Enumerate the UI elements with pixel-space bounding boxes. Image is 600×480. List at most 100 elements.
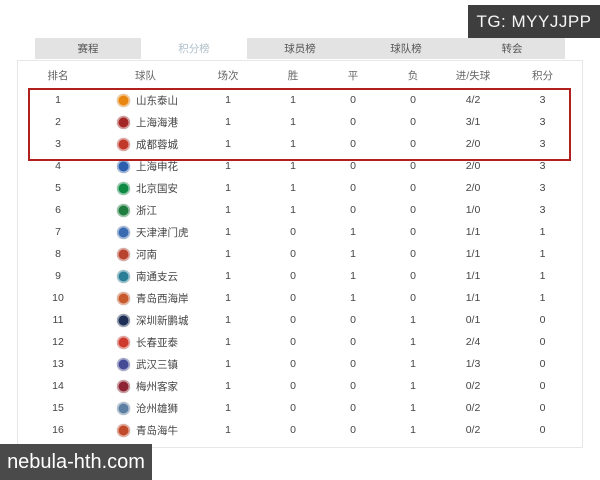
tab-standings[interactable]: 积分榜 bbox=[141, 38, 247, 59]
team-wrap: 青岛西海岸 bbox=[98, 291, 193, 306]
points-cell: 1 bbox=[539, 248, 546, 260]
tab-transfers[interactable]: 转会 bbox=[459, 38, 565, 59]
team-logo-icon bbox=[117, 247, 130, 261]
played-cell: 1 bbox=[225, 116, 231, 128]
team-logo-icon bbox=[117, 335, 130, 349]
losses-cell: 1 bbox=[410, 336, 416, 348]
site-watermark-text: nebula-hth.com bbox=[7, 450, 145, 473]
rank-cell: 1 bbox=[55, 94, 61, 106]
team-logo-icon bbox=[117, 401, 130, 415]
draws-cell: 0 bbox=[350, 336, 356, 348]
wins-cell: 0 bbox=[290, 292, 296, 304]
table-row[interactable]: 14 梅州客家 1 0 0 1 0/2 0 bbox=[18, 375, 582, 397]
wins-cell: 0 bbox=[290, 226, 296, 238]
team-logo-icon bbox=[117, 137, 130, 151]
played-cell: 1 bbox=[225, 182, 231, 194]
tab-schedule[interactable]: 赛程 bbox=[35, 38, 141, 59]
goals-cell: 4/2 bbox=[465, 94, 481, 106]
draws-cell: 0 bbox=[350, 94, 356, 106]
table-row[interactable]: 5 北京国安 1 1 0 0 2/0 3 bbox=[18, 177, 582, 199]
team-name: 成都蓉城 bbox=[136, 138, 178, 151]
losses-cell: 0 bbox=[410, 138, 416, 150]
goals-cell: 2/0 bbox=[465, 160, 481, 172]
team-cell: 深圳新鹏城 bbox=[98, 313, 193, 328]
table-row[interactable]: 16 青岛海牛 1 0 0 1 0/2 0 bbox=[18, 419, 582, 441]
column-header-team: 球队 bbox=[135, 69, 156, 82]
rank-cell: 8 bbox=[55, 248, 61, 260]
rank-cell: 2 bbox=[55, 116, 61, 128]
wins-cell: 1 bbox=[290, 138, 296, 150]
team-cell: 南通支云 bbox=[98, 269, 193, 284]
rank-cell: 9 bbox=[55, 270, 61, 282]
team-cell: 上海申花 bbox=[98, 159, 193, 174]
team-wrap: 山东泰山 bbox=[98, 93, 193, 108]
points-cell: 0 bbox=[539, 314, 546, 326]
telegram-watermark-text: TG: MYYJJPP bbox=[476, 11, 592, 31]
played-cell: 1 bbox=[225, 314, 231, 326]
tab-player-rankings[interactable]: 球员榜 bbox=[247, 38, 353, 59]
draws-cell: 1 bbox=[350, 292, 356, 304]
played-cell: 1 bbox=[225, 292, 231, 304]
played-cell: 1 bbox=[225, 204, 231, 216]
losses-cell: 1 bbox=[410, 380, 416, 392]
draws-cell: 1 bbox=[350, 226, 356, 238]
team-logo-icon bbox=[117, 225, 130, 239]
team-wrap: 天津津门虎 bbox=[98, 225, 193, 240]
points-cell: 3 bbox=[539, 204, 546, 216]
played-cell: 1 bbox=[225, 160, 231, 172]
team-name: 武汉三镇 bbox=[136, 358, 178, 371]
wins-cell: 1 bbox=[290, 94, 296, 106]
tab-label: 球队榜 bbox=[390, 43, 422, 55]
points-cell: 0 bbox=[539, 358, 546, 370]
team-cell: 成都蓉城 bbox=[98, 137, 193, 152]
team-logo-icon bbox=[117, 159, 130, 173]
team-cell: 长春亚泰 bbox=[98, 335, 193, 350]
points-cell: 0 bbox=[539, 424, 546, 436]
goals-cell: 1/1 bbox=[465, 226, 481, 238]
team-name: 长春亚泰 bbox=[136, 336, 178, 349]
played-cell: 1 bbox=[225, 336, 231, 348]
losses-cell: 0 bbox=[410, 270, 416, 282]
table-row[interactable]: 7 天津津门虎 1 0 1 0 1/1 1 bbox=[18, 221, 582, 243]
played-cell: 1 bbox=[225, 270, 231, 282]
table-row[interactable]: 10 青岛西海岸 1 0 1 0 1/1 1 bbox=[18, 287, 582, 309]
table-row[interactable]: 12 长春亚泰 1 0 0 1 2/4 0 bbox=[18, 331, 582, 353]
points-cell: 3 bbox=[539, 94, 546, 106]
column-header-rank: 排名 bbox=[47, 69, 69, 82]
table-row[interactable]: 8 河南 1 0 1 0 1/1 1 bbox=[18, 243, 582, 265]
team-name: 南通支云 bbox=[136, 270, 178, 283]
played-cell: 1 bbox=[225, 380, 231, 392]
goals-cell: 0/1 bbox=[465, 314, 481, 326]
played-cell: 1 bbox=[225, 424, 231, 436]
team-name: 上海申花 bbox=[136, 160, 178, 173]
wins-cell: 0 bbox=[290, 402, 296, 414]
table-row[interactable]: 6 浙江 1 1 0 0 1/0 3 bbox=[18, 199, 582, 221]
team-wrap: 上海申花 bbox=[98, 159, 193, 174]
table-row[interactable]: 1 山东泰山 1 1 0 0 4/2 3 bbox=[18, 89, 582, 111]
team-logo-icon bbox=[117, 291, 130, 305]
goals-cell: 0/2 bbox=[465, 380, 481, 392]
points-cell: 3 bbox=[539, 116, 546, 128]
points-cell: 0 bbox=[539, 380, 546, 392]
table-row[interactable]: 3 成都蓉城 1 1 0 0 2/0 3 bbox=[18, 133, 582, 155]
team-cell: 沧州雄狮 bbox=[98, 401, 193, 416]
table-row[interactable]: 2 上海海港 1 1 0 0 3/1 3 bbox=[18, 111, 582, 133]
played-cell: 1 bbox=[225, 226, 231, 238]
tab-team-rankings[interactable]: 球队榜 bbox=[353, 38, 459, 59]
team-wrap: 梅州客家 bbox=[98, 379, 193, 394]
team-cell: 青岛海牛 bbox=[98, 423, 193, 438]
rank-cell: 13 bbox=[52, 358, 64, 370]
table-row[interactable]: 15 沧州雄狮 1 0 0 1 0/2 0 bbox=[18, 397, 582, 419]
table-row[interactable]: 9 南通支云 1 0 1 0 1/1 1 bbox=[18, 265, 582, 287]
team-wrap: 上海海港 bbox=[98, 115, 193, 130]
team-name: 河南 bbox=[136, 248, 157, 261]
wins-cell: 0 bbox=[290, 336, 296, 348]
table-row[interactable]: 11 深圳新鹏城 1 0 0 1 0/1 0 bbox=[18, 309, 582, 331]
table-row[interactable]: 13 武汉三镇 1 0 0 1 1/3 0 bbox=[18, 353, 582, 375]
table-row[interactable]: 4 上海申花 1 1 0 0 2/0 3 bbox=[18, 155, 582, 177]
team-name: 深圳新鹏城 bbox=[136, 314, 189, 327]
points-cell: 0 bbox=[539, 336, 546, 348]
team-name: 青岛海牛 bbox=[136, 424, 178, 437]
points-cell: 1 bbox=[539, 270, 546, 282]
